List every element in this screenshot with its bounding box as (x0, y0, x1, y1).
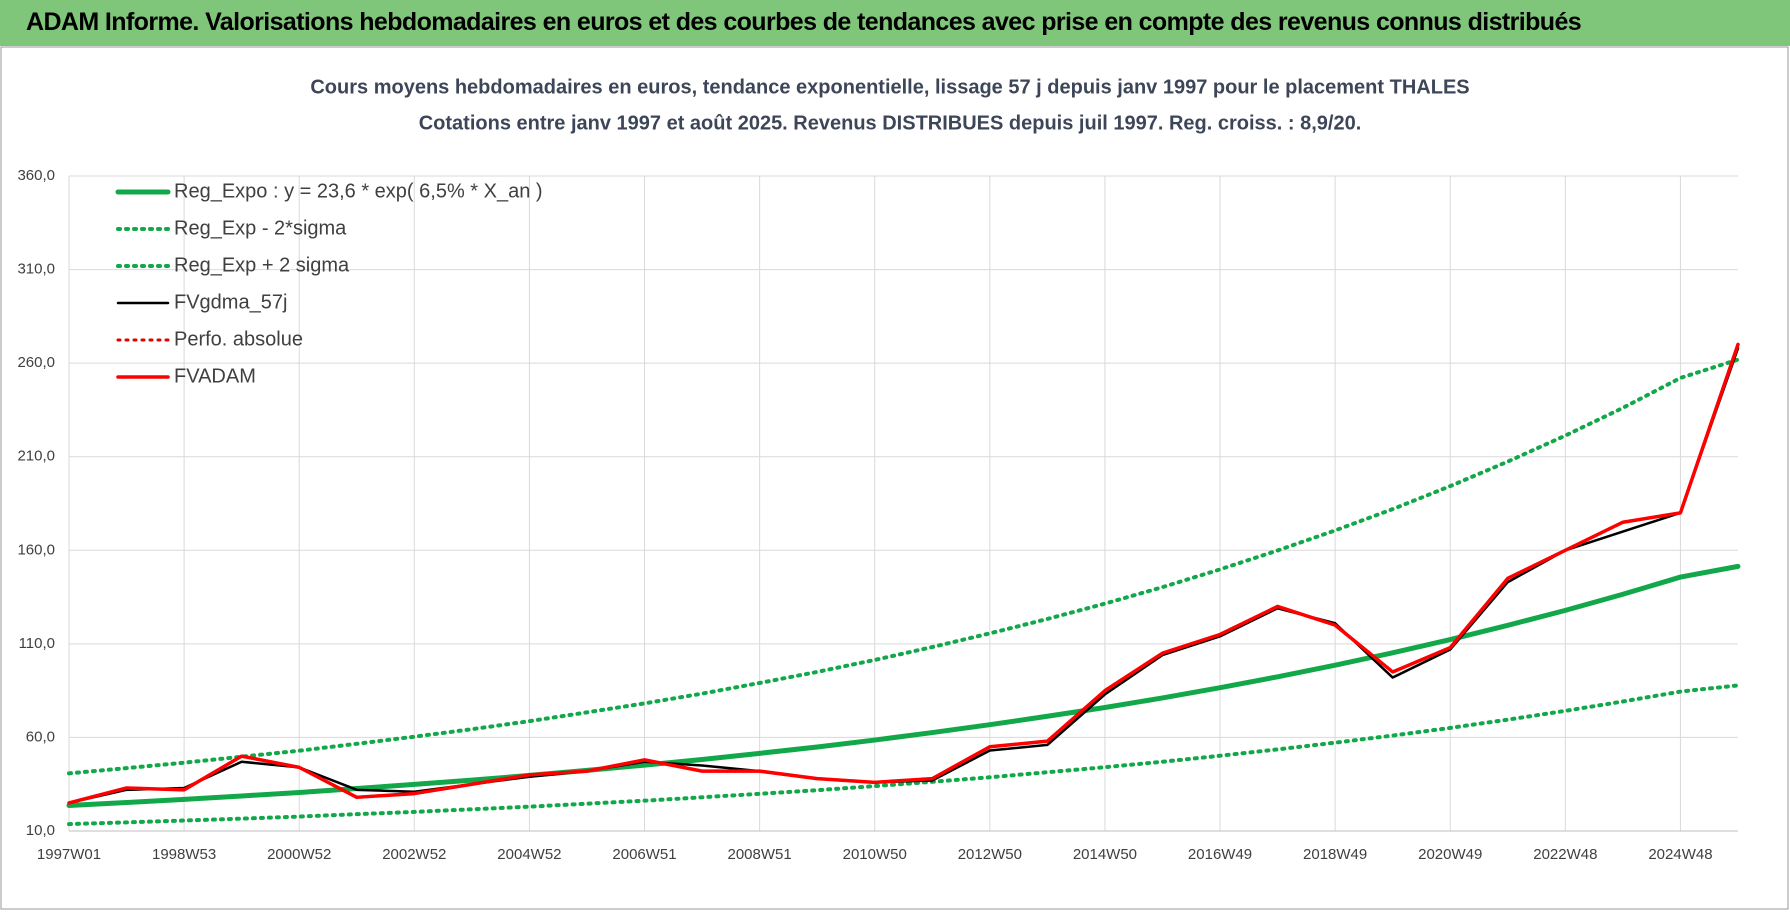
x-tick-label: 2016W49 (1188, 846, 1252, 863)
x-tick-label: 2022W48 (1533, 846, 1597, 863)
x-tick-label: 2008W51 (728, 846, 792, 863)
x-tick-label: 2000W52 (267, 846, 331, 863)
series-line (67, 357, 1740, 776)
x-tick-label: 2006W51 (612, 846, 676, 863)
chart-subtitle: Cotations entre janv 1997 et août 2025. … (419, 112, 1362, 134)
x-tick-label: 2024W48 (1648, 846, 1712, 863)
banner-title: ADAM Informe. Valorisations hebdomadaire… (26, 8, 1582, 36)
chart-title: Cours moyens hebdomadaires en euros, ten… (310, 76, 1469, 98)
legend-label: FVADAM (174, 365, 256, 387)
legend-label: Perfo. absolue (174, 328, 303, 350)
y-tick-label: 160,0 (17, 541, 55, 558)
chart: Cours moyens hebdomadaires en euros, ten… (0, 46, 1789, 910)
x-tick-label: 1997W01 (37, 846, 101, 863)
series-line (67, 342, 1740, 805)
x-tick-label: 2014W50 (1073, 846, 1137, 863)
banner: ADAM Informe. Valorisations hebdomadaire… (0, 0, 1790, 46)
x-tick-label: 2002W52 (382, 846, 446, 863)
y-tick-label: 10,0 (26, 822, 55, 839)
x-tick-label: 2020W49 (1418, 846, 1482, 863)
x-tick-label: 2004W52 (497, 846, 561, 863)
x-tick-label: 2012W50 (958, 846, 1022, 863)
x-tick-label: 2018W49 (1303, 846, 1367, 863)
y-tick-label: 360,0 (17, 167, 55, 184)
y-tick-label: 110,0 (19, 635, 55, 652)
y-tick-label: 310,0 (17, 261, 55, 278)
y-tick-label: 60,0 (26, 728, 55, 745)
legend-label: Reg_Expo : y = 23,6 * exp( 6,5% * X_an ) (174, 180, 543, 202)
x-tick-label: 2010W50 (843, 846, 907, 863)
legend-label: Reg_Exp + 2 sigma (174, 254, 350, 276)
legend-label: FVgdma_57j (174, 291, 287, 313)
y-tick-label: 210,0 (17, 448, 55, 465)
y-tick-label: 260,0 (17, 354, 55, 371)
x-tick-label: 1998W53 (152, 846, 216, 863)
series-line (67, 683, 1740, 827)
legend-label: Reg_Exp - 2*sigma (174, 217, 347, 239)
